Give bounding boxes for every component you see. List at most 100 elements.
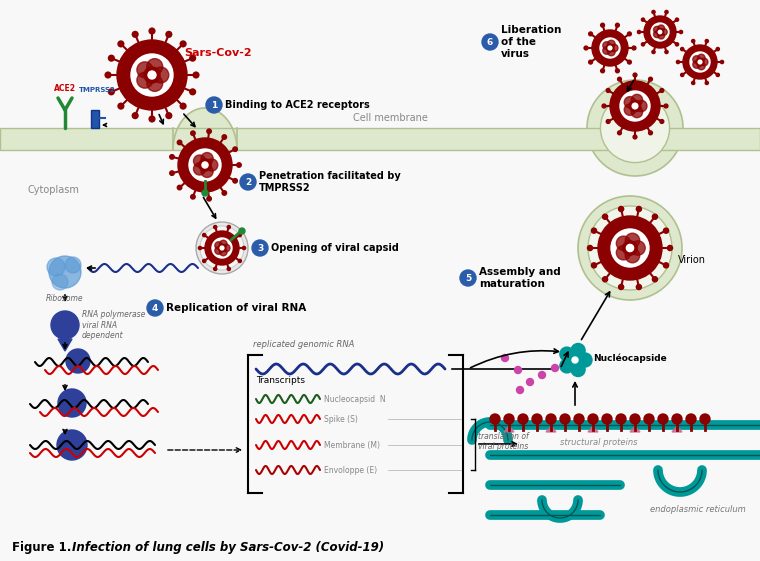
Circle shape [620, 91, 650, 121]
Circle shape [169, 171, 174, 176]
Text: ACE2: ACE2 [54, 84, 76, 93]
Circle shape [606, 44, 614, 52]
Text: Envoloppe (E): Envoloppe (E) [324, 466, 377, 475]
Circle shape [610, 44, 618, 52]
Circle shape [698, 60, 702, 64]
Circle shape [652, 277, 657, 282]
Circle shape [628, 60, 632, 64]
Text: 2: 2 [245, 177, 251, 186]
Circle shape [630, 414, 640, 424]
Circle shape [616, 236, 631, 251]
Circle shape [657, 32, 664, 39]
Circle shape [701, 58, 708, 66]
Circle shape [600, 38, 620, 58]
Circle shape [518, 414, 528, 424]
Circle shape [611, 229, 649, 267]
Text: TMPRSS2: TMPRSS2 [78, 87, 116, 93]
Circle shape [641, 18, 644, 21]
Circle shape [198, 246, 201, 250]
Circle shape [660, 119, 663, 123]
Circle shape [169, 155, 174, 159]
Circle shape [571, 343, 585, 357]
Circle shape [144, 67, 160, 83]
Circle shape [603, 42, 610, 49]
Circle shape [658, 414, 668, 424]
Circle shape [667, 246, 673, 251]
Circle shape [606, 89, 610, 93]
Circle shape [632, 106, 643, 118]
Circle shape [693, 56, 701, 63]
Circle shape [47, 258, 65, 276]
Circle shape [190, 89, 195, 95]
Circle shape [560, 414, 570, 424]
Circle shape [716, 48, 720, 50]
Circle shape [626, 245, 634, 252]
Circle shape [223, 244, 230, 252]
Circle shape [676, 18, 679, 21]
Text: 6: 6 [487, 38, 493, 47]
Circle shape [651, 23, 669, 41]
Circle shape [624, 96, 635, 108]
Circle shape [660, 29, 667, 35]
Text: Opening of viral capsid: Opening of viral capsid [271, 243, 399, 253]
Circle shape [66, 349, 90, 373]
Circle shape [692, 39, 695, 43]
Circle shape [215, 242, 223, 249]
Circle shape [194, 155, 206, 167]
Text: RNA polymerase
viral RNA
dependent: RNA polymerase viral RNA dependent [82, 310, 145, 340]
Circle shape [504, 414, 514, 424]
Circle shape [571, 362, 585, 376]
Circle shape [199, 159, 211, 171]
Circle shape [616, 69, 619, 73]
Circle shape [517, 387, 524, 393]
Circle shape [238, 233, 242, 237]
Circle shape [679, 30, 682, 34]
Circle shape [600, 23, 604, 27]
Text: 1: 1 [211, 100, 217, 109]
Circle shape [591, 263, 597, 268]
Circle shape [191, 195, 195, 199]
Text: endoplasmic reticulum: endoplasmic reticulum [650, 505, 746, 514]
Circle shape [592, 30, 628, 66]
Circle shape [616, 414, 626, 424]
Circle shape [148, 71, 156, 79]
Circle shape [227, 268, 230, 270]
Circle shape [482, 34, 498, 50]
Circle shape [603, 214, 608, 219]
Circle shape [196, 222, 248, 274]
Circle shape [572, 357, 578, 363]
Circle shape [588, 206, 672, 290]
Circle shape [663, 228, 669, 233]
Text: Penetration facilitated by
TMPRSS2: Penetration facilitated by TMPRSS2 [259, 171, 401, 193]
Circle shape [705, 81, 708, 85]
Circle shape [641, 43, 644, 46]
Circle shape [57, 430, 87, 460]
Circle shape [166, 31, 172, 37]
Circle shape [644, 414, 654, 424]
Circle shape [569, 354, 581, 366]
Circle shape [619, 206, 624, 211]
Polygon shape [546, 426, 556, 432]
Circle shape [220, 248, 227, 256]
Circle shape [58, 389, 86, 417]
Circle shape [137, 72, 153, 88]
Polygon shape [630, 426, 640, 432]
Circle shape [233, 178, 237, 183]
Polygon shape [58, 339, 72, 351]
Circle shape [690, 52, 710, 72]
Circle shape [239, 228, 245, 234]
Text: Liberation
of the
virus: Liberation of the virus [501, 25, 562, 58]
Circle shape [632, 46, 636, 50]
Text: Sars-Cov-2: Sars-Cov-2 [184, 48, 252, 58]
Text: Transcripts: Transcripts [256, 376, 305, 385]
Circle shape [552, 365, 559, 371]
Circle shape [652, 214, 657, 219]
Circle shape [191, 131, 195, 135]
Circle shape [51, 311, 79, 339]
Text: Cytoplasm: Cytoplasm [28, 185, 80, 195]
Circle shape [117, 40, 187, 110]
Circle shape [584, 46, 588, 50]
Circle shape [660, 89, 663, 93]
Circle shape [515, 366, 521, 374]
Circle shape [203, 259, 206, 263]
